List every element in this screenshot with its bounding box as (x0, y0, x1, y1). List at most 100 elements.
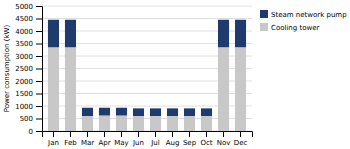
y-axis-line (36, 7, 43, 132)
bar (150, 116, 161, 131)
x-tick-mark (172, 131, 173, 137)
bar-series (48, 20, 246, 116)
y-tick-label: 1000 (15, 103, 33, 111)
bar (133, 108, 144, 116)
y-tick-label: 2500 (15, 65, 33, 73)
x-tick-mark (87, 131, 88, 137)
grid (42, 6, 252, 131)
x-tick-label: Apr (98, 139, 110, 147)
bar (65, 47, 76, 131)
x-tick: Sep (183, 131, 197, 147)
y-tick-mark (36, 119, 42, 120)
legend-swatch (260, 23, 268, 31)
y-tick: 3000 (15, 53, 42, 61)
y-tick-mark (36, 6, 42, 7)
y-axis-title: Power consumption (kW) (3, 25, 11, 113)
x-tick-mark (53, 131, 54, 137)
y-tick-label: 3000 (15, 53, 33, 61)
legend-item: Steam network pump (260, 10, 347, 19)
y-tick-mark (36, 31, 42, 32)
x-tick-mark (240, 131, 241, 137)
x-tick-label: Sep (183, 139, 197, 147)
plot: Jan Feb Mar Apr May Jun Jul AugSepOct NovDec 0 500… (3, 3, 253, 147)
y-tick: 4500 (15, 15, 42, 23)
x-tick-mark (138, 131, 139, 137)
y-tick: 3500 (15, 40, 42, 48)
bar (82, 108, 93, 116)
x-tick: May (114, 131, 128, 147)
bar (133, 116, 144, 131)
y-tick-label: 4500 (15, 15, 33, 23)
x-tick: Aug (166, 131, 180, 147)
y-tick-label: 500 (20, 115, 33, 123)
bar (48, 20, 59, 48)
x-tick-label: Jun (132, 139, 144, 147)
x-tick: Nov (217, 131, 231, 147)
bar (184, 108, 195, 116)
legend: Steam network pump Cooling tower (260, 10, 347, 32)
legend-label: Cooling tower (271, 24, 320, 32)
bars (48, 20, 246, 131)
x-tick-mark (104, 131, 105, 137)
y-tick-mark (36, 69, 42, 70)
x-tick-label: Jul (150, 139, 160, 147)
bar (235, 20, 246, 48)
bar (201, 108, 212, 116)
x-tick-label: Jan (47, 139, 59, 147)
x-tick: Dec (234, 131, 248, 147)
y-tick-mark (36, 94, 42, 95)
legend-item: Cooling tower (260, 23, 320, 32)
bar (116, 108, 127, 116)
x-tick-label: Nov (217, 139, 231, 147)
y-tick-mark (36, 81, 42, 82)
x-tick-mark (121, 131, 122, 137)
x-tick: Jan (47, 131, 59, 147)
x-tick-label: Aug (166, 139, 180, 147)
y-tick: 4000 (15, 28, 42, 36)
y-axis: 0 500 1000 1500 2000 2500 3000 3500 4000 4500 5000 (15, 3, 42, 136)
legend-label: Steam network pump (271, 11, 347, 19)
y-tick-label: 3500 (15, 40, 33, 48)
x-tick-label: May (114, 139, 128, 147)
x-tick-mark (206, 131, 207, 137)
y-tick-label: 4000 (15, 28, 33, 36)
bar (82, 116, 93, 131)
x-tick-label: Dec (234, 139, 248, 147)
x-tick-mark (189, 131, 190, 137)
bar (150, 108, 161, 116)
x-tick: Oct (200, 131, 212, 147)
bar (218, 47, 229, 131)
y-tick: 5000 (15, 3, 42, 11)
x-tick-mark (223, 131, 224, 137)
y-tick-mark (36, 19, 42, 20)
x-axis-line (43, 132, 253, 138)
grid-line (42, 18, 252, 19)
y-tick-label: 5000 (15, 3, 33, 11)
grid-line (42, 6, 252, 7)
bar (235, 47, 246, 131)
bar (167, 116, 178, 131)
y-tick-label: 1500 (15, 90, 33, 98)
bar (167, 108, 178, 116)
bar (99, 108, 110, 116)
y-tick-mark (36, 131, 42, 132)
x-axis: Jan Feb Mar Apr May Jun Jul AugSepOct NovDec (43, 131, 253, 147)
x-tick: Feb (64, 131, 77, 147)
legend-swatch (260, 10, 268, 18)
x-tick-label: Feb (64, 139, 77, 147)
x-tick-label: Mar (81, 139, 94, 147)
bar (184, 116, 195, 131)
y-tick: 1500 (15, 90, 42, 98)
y-tick-label: 2000 (15, 78, 33, 86)
x-tick: Jul (150, 131, 160, 147)
bar (99, 116, 110, 132)
bar (48, 47, 59, 131)
bar (65, 20, 76, 48)
x-tick-mark (155, 131, 156, 137)
x-tick: Apr (98, 131, 110, 147)
bar (218, 20, 229, 48)
x-tick-mark (70, 131, 71, 137)
y-tick-mark (36, 56, 42, 57)
y-tick: 0 (29, 128, 42, 136)
x-tick-label: Oct (200, 139, 212, 147)
